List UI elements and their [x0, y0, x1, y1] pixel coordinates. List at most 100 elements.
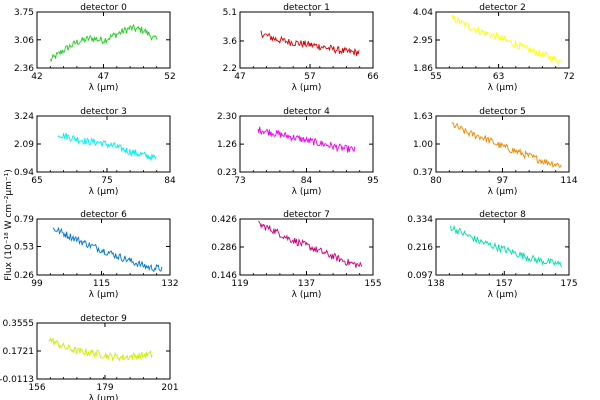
panel-detector-7: detector 7 119 137 155 0.146 0.286 0.426 λ (μm): [211, 210, 381, 300]
x-axis-label: λ (μm): [89, 83, 119, 93]
panel-title: detector 4: [283, 107, 330, 117]
panels-group: detector 042 47 522.363.063.75λ (μm)detect…: [0, 3, 578, 400]
spectrum-line: [451, 14, 562, 65]
plot-frame: [239, 218, 374, 276]
x-axis-label: λ (μm): [89, 394, 119, 400]
x-tick-label: 179: [96, 383, 113, 393]
figure-y-axis-label: Flux (10⁻¹⁸ W cm⁻²μm⁻¹): [4, 169, 14, 281]
panel-title: detector 9: [80, 314, 127, 324]
x-tick-label: 84: [164, 176, 176, 186]
x-axis-label: λ (μm): [488, 83, 518, 93]
y-tick-label: 4.04: [413, 8, 433, 18]
x-tick-label: 97: [497, 176, 508, 186]
x-axis-label: λ (μm): [292, 83, 322, 93]
y-tick-label: -0.0113: [0, 375, 34, 385]
spectrum-line: [260, 30, 360, 56]
panel-detector-6: detector 6 99 115 132 0.26 0.53 0.79 λ (μm): [14, 210, 179, 300]
plot-frame: [36, 322, 171, 380]
x-tick-label: 157: [496, 279, 513, 289]
x-axis-label: λ (μm): [488, 290, 518, 300]
x-tick-label: 73: [234, 176, 245, 186]
y-tick-label: 0.23: [217, 168, 237, 178]
x-tick-label: 47: [234, 72, 245, 82]
y-tick-label: 3.6: [223, 37, 238, 47]
x-tick-label: 95: [367, 176, 378, 186]
x-tick-label: 115: [93, 279, 110, 289]
panel-title: detector 3: [80, 107, 127, 117]
x-tick-label: 156: [28, 383, 45, 393]
y-tick-label: 2.09: [14, 140, 34, 150]
x-axis-label: λ (μm): [292, 187, 322, 197]
x-tick-label: 155: [364, 279, 381, 289]
x-tick-label: 63: [493, 72, 504, 82]
x-tick-label: 75: [101, 176, 112, 186]
panel-detector-5: detector 5 80 97 114 0.37 1.00 1.63 λ (μm): [413, 107, 578, 197]
x-axis-label: λ (μm): [89, 290, 119, 300]
x-tick-label: 57: [304, 72, 315, 82]
y-tick-label: 1.86: [413, 64, 433, 74]
y-tick-label: 2.2: [223, 64, 237, 74]
x-tick-label: 99: [31, 279, 43, 289]
y-tick-label: 5.1: [223, 8, 237, 18]
x-axis-label: λ (μm): [89, 187, 119, 197]
panel-detector-3: detector 3 65 75 84 0.94 2.09 3.24 λ (μm): [14, 107, 176, 197]
y-tick-label: 1.00: [413, 140, 433, 150]
y-tick-label: 0.3555: [3, 319, 35, 329]
panel-title: detector 6: [80, 210, 127, 220]
y-tick-label: 0.097: [407, 271, 433, 281]
y-tick-label: 2.30: [217, 112, 237, 122]
x-tick-label: 55: [430, 72, 441, 82]
x-tick-label: 47: [98, 72, 109, 82]
panel-title: detector 5: [479, 107, 526, 117]
spectrum-line: [449, 224, 563, 268]
spectrum-line: [258, 220, 363, 268]
panel-title: detector 1: [283, 3, 330, 13]
y-tick-label: 0.1721: [3, 347, 35, 357]
y-tick-label: 0.334: [407, 215, 433, 225]
x-tick-label: 138: [427, 279, 444, 289]
x-tick-label: 84: [301, 176, 313, 186]
x-axis-label: λ (μm): [292, 290, 322, 300]
panel-detector-4: detector 4 73 84 95 0.23 1.26 2.30 λ (μm): [217, 107, 379, 197]
y-tick-label: 3.06: [14, 36, 34, 46]
y-tick-label: 0.37: [413, 168, 433, 178]
y-tick-label: 1.26: [217, 140, 237, 150]
y-tick-label: 0.286: [211, 243, 237, 253]
panel-detector-0: detector 0 42 47 52 2.36 3.06 3.75 λ (μm): [14, 3, 176, 93]
panel-title: detector 2: [479, 3, 526, 13]
spectrum-line: [257, 126, 356, 153]
x-tick-label: 80: [430, 176, 442, 186]
y-tick-label: 0.146: [211, 271, 237, 281]
x-tick-label: 132: [161, 279, 178, 289]
y-tick-label: 0.53: [14, 242, 34, 252]
panel-detector-8: detector 8 138 157 175 0.097 0.216 0.334 λ (μm): [407, 210, 577, 300]
y-tick-label: 3.75: [14, 8, 34, 18]
y-tick-label: 1.63: [413, 112, 433, 122]
panel-title: detector 8: [479, 210, 526, 220]
plot-frame: [239, 11, 374, 69]
x-tick-label: 52: [164, 72, 175, 82]
panel-title: detector 7: [283, 210, 330, 220]
panel-detector-1: detector 1 47 57 66 2.2 3.6 5.1 λ (μm): [223, 3, 379, 93]
y-tick-label: 0.94: [14, 168, 34, 178]
y-tick-label: 2.36: [14, 64, 34, 74]
x-tick-label: 137: [298, 279, 315, 289]
panel-title: detector 0: [80, 3, 127, 13]
spectrum-line: [48, 337, 153, 362]
plot-frame: [239, 115, 374, 173]
x-tick-label: 175: [560, 279, 577, 289]
x-tick-label: 72: [563, 72, 574, 82]
x-tick-label: 114: [560, 176, 577, 186]
y-tick-label: 0.79: [14, 215, 34, 225]
spectrum-line: [451, 122, 562, 168]
x-tick-label: 201: [161, 383, 178, 393]
y-tick-label: 0.26: [14, 271, 34, 281]
spectrum-line: [52, 226, 163, 273]
plot-frame: [36, 11, 171, 69]
x-tick-label: 119: [231, 279, 248, 289]
y-tick-label: 3.24: [14, 112, 34, 122]
panel-detector-9: detector 9 156 179 201 -0.0113 0.1721 0.3555 λ …: [0, 314, 179, 400]
y-tick-label: 2.95: [413, 36, 433, 46]
x-tick-label: 65: [31, 176, 42, 186]
